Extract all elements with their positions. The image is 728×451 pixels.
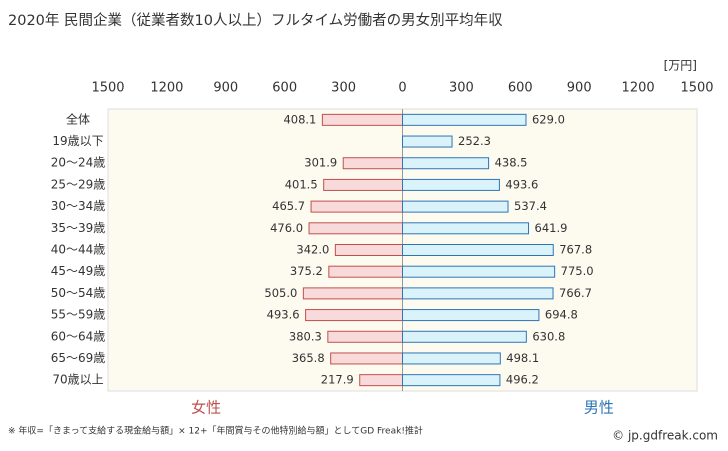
bar — [402, 200, 509, 213]
value-label: 465.7 — [272, 199, 305, 213]
bar — [305, 309, 404, 322]
x-tick-label: 300 — [449, 81, 474, 96]
y-tick-label: 25～29歳 — [51, 177, 106, 191]
value-label: 641.9 — [535, 221, 568, 235]
bar — [342, 157, 403, 170]
legend-label: 女性 — [191, 399, 221, 417]
y-tick-label: 60～64歳 — [51, 329, 106, 343]
bar — [302, 287, 403, 300]
x-tick-label: 900 — [213, 81, 238, 96]
bar — [359, 374, 403, 387]
bar — [402, 113, 527, 126]
value-label: 766.7 — [559, 286, 592, 300]
value-label: 438.5 — [495, 156, 528, 170]
legend-label: 男性 — [584, 399, 614, 417]
y-tick-label: 40～44歳 — [51, 243, 106, 257]
value-label: 380.3 — [289, 329, 322, 343]
y-tick-label: 55～59歳 — [51, 308, 106, 322]
bar — [402, 135, 453, 148]
value-label: 537.4 — [514, 199, 547, 213]
bar — [402, 309, 540, 322]
x-tick-label: 600 — [272, 81, 297, 96]
x-tick-label: 1500 — [680, 81, 713, 96]
value-label: 408.1 — [283, 112, 316, 126]
value-label: 375.2 — [290, 264, 323, 278]
bar — [402, 374, 501, 387]
y-tick-label: 30～34歳 — [51, 199, 106, 213]
value-label: 630.8 — [532, 329, 565, 343]
credit: © jp.gdfreak.com — [612, 429, 718, 443]
bar — [328, 265, 403, 278]
bar — [402, 352, 501, 365]
unit-label: [万円] — [664, 59, 697, 73]
bar — [308, 222, 403, 235]
y-tick-label: 45～49歳 — [51, 264, 106, 278]
chart-title: 2020年 民間企業（従業者数10人以上）フルタイム労働者の男女別平均年収 — [8, 11, 503, 29]
value-label: 252.3 — [458, 134, 491, 148]
y-tick-label: 50～54歳 — [51, 286, 106, 300]
bar — [330, 352, 404, 365]
bar — [402, 330, 527, 343]
value-label: 301.9 — [304, 156, 337, 170]
value-label: 694.8 — [545, 308, 578, 322]
value-label: 493.6 — [267, 308, 300, 322]
x-tick-label: 1200 — [150, 81, 183, 96]
y-tick-label: 全体 — [66, 111, 90, 126]
value-label: 401.5 — [285, 177, 318, 191]
y-tick-label: 35～39歳 — [51, 221, 106, 235]
x-tick-label: 300 — [331, 81, 356, 96]
value-label: 365.8 — [292, 351, 325, 365]
bar — [323, 178, 404, 191]
bar — [402, 178, 500, 191]
bar — [402, 157, 490, 170]
bar — [310, 200, 403, 213]
value-label: 775.0 — [561, 264, 594, 278]
value-label: 493.6 — [505, 177, 538, 191]
value-label: 629.0 — [532, 112, 565, 126]
value-label: 505.0 — [264, 286, 297, 300]
y-tick-label: 65～69歳 — [51, 351, 106, 365]
value-label: 498.1 — [506, 351, 539, 365]
x-tick-label: 900 — [567, 81, 592, 96]
bar — [321, 113, 404, 126]
bar — [327, 330, 404, 343]
y-tick-label: 20～24歳 — [51, 156, 106, 170]
value-label: 767.8 — [559, 243, 592, 257]
value-label: 496.2 — [506, 373, 539, 387]
bar — [402, 222, 530, 235]
x-tick-label: 1500 — [91, 81, 124, 96]
y-tick-label: 70歳以上 — [52, 373, 103, 387]
bar — [402, 287, 554, 300]
bar — [402, 265, 556, 278]
footnote: ※ 年収=「きまって支給する現金給与額」× 12+「年間賞与その他特別給与額」と… — [8, 425, 423, 437]
value-label: 342.0 — [296, 243, 329, 257]
bar — [402, 244, 554, 256]
x-tick-label: 600 — [508, 81, 533, 96]
x-tick-label: 0 — [398, 81, 406, 96]
y-tick-label: 19歳以下 — [52, 134, 103, 148]
bar — [334, 244, 403, 256]
value-label: 217.9 — [321, 373, 354, 387]
value-label: 476.0 — [270, 221, 303, 235]
x-tick-label: 1200 — [622, 81, 655, 96]
